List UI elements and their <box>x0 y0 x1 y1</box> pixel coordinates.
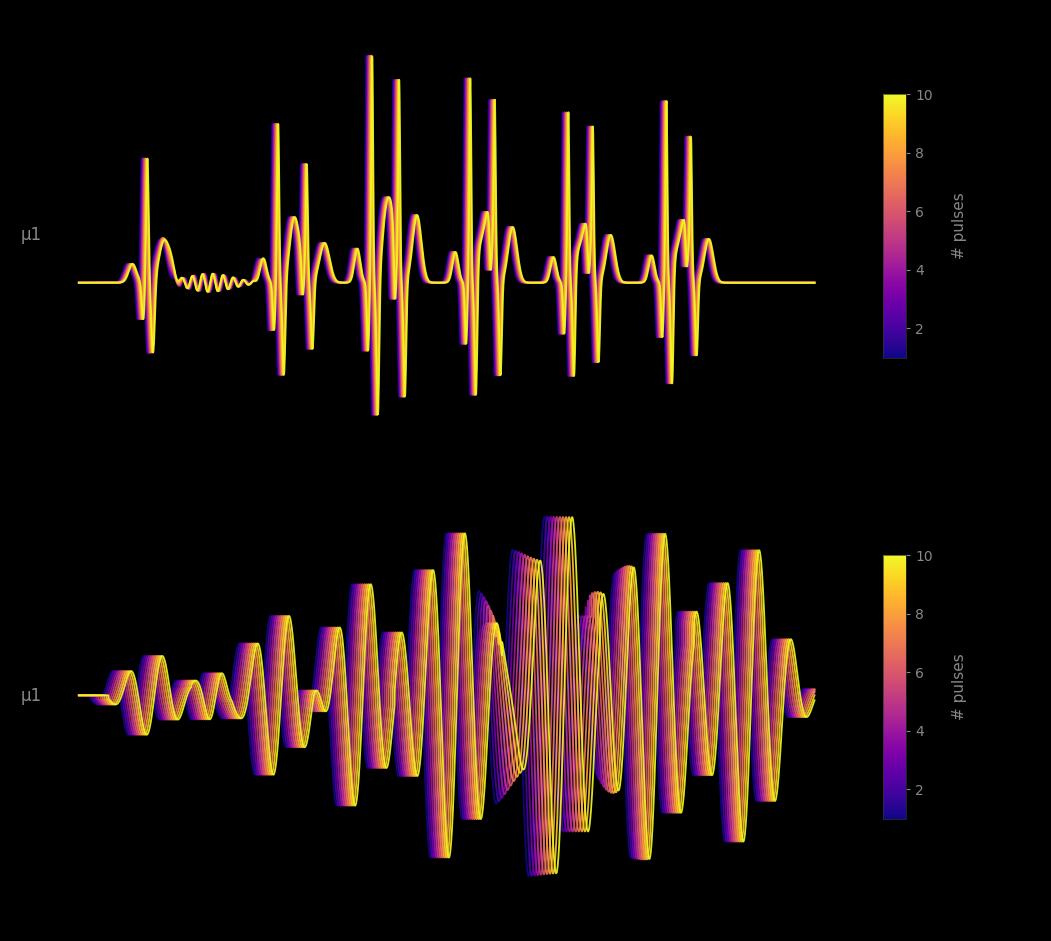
Y-axis label: μ1: μ1 <box>20 687 41 706</box>
Y-axis label: # pulses: # pulses <box>952 193 967 259</box>
Y-axis label: # pulses: # pulses <box>952 654 967 720</box>
Y-axis label: μ1: μ1 <box>20 226 41 245</box>
